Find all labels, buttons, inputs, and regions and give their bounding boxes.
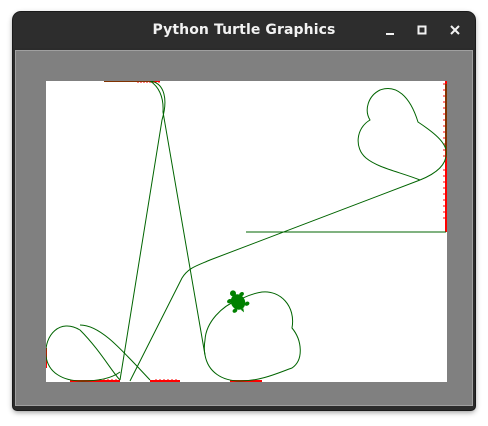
turtle-icon (227, 290, 250, 313)
maximize-button[interactable] (410, 18, 434, 42)
turtle-canvas[interactable] (46, 81, 447, 382)
close-button[interactable] (443, 18, 467, 42)
window-title: Python Turtle Graphics (152, 22, 336, 38)
maximize-icon (417, 25, 427, 35)
close-icon (450, 25, 460, 35)
turtle-drawing (46, 81, 447, 382)
minimize-button[interactable] (378, 18, 402, 42)
title-bar[interactable]: Python Turtle Graphics (13, 12, 475, 48)
minimize-icon (386, 33, 394, 35)
turtle-path (46, 81, 447, 382)
